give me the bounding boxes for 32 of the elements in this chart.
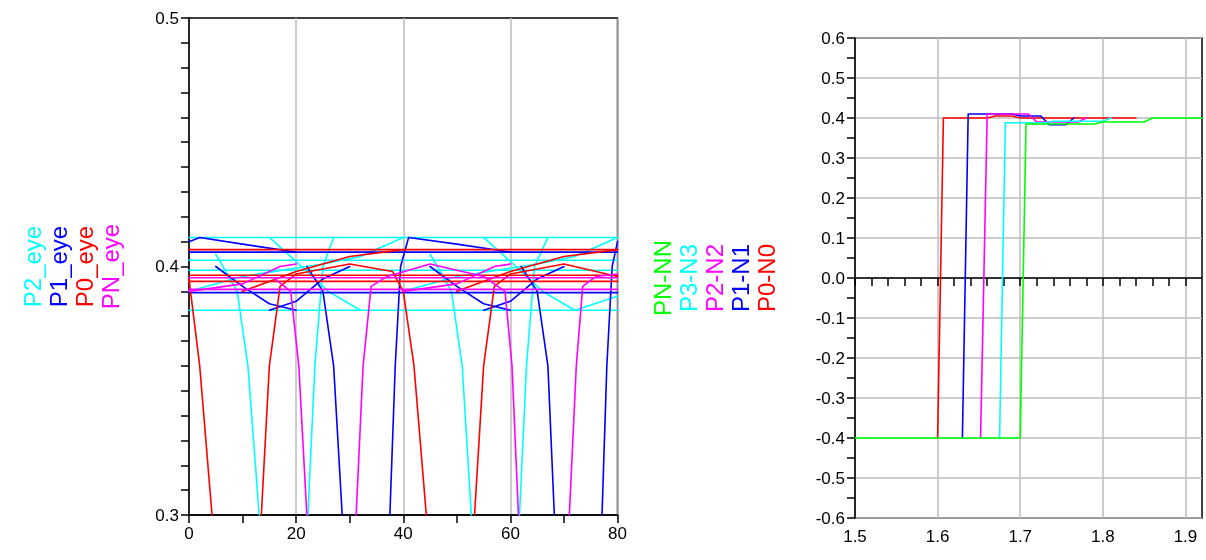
x-tick-label: 20 [286,524,306,543]
x-tick-label: 1.9 [1173,527,1198,546]
x-tick-label: 1.8 [1091,527,1115,546]
y-tick-label: 0.3 [821,148,845,168]
y-tick-label: -0.6 [815,508,845,528]
text: P0-N0 [752,243,780,313]
x-tick-label: 40 [393,524,413,543]
x-tick-label: 80 [608,524,628,543]
text: P1-N1 [726,243,754,313]
x-tick-label: 1.7 [1008,527,1033,546]
y-tick-label: -0.4 [815,428,845,448]
y-tick-label: -0.3 [815,388,845,408]
x-tick-label: 1.6 [925,527,950,546]
text: PN-NN [648,240,676,316]
y-tick-label: -0.1 [815,308,845,328]
x-tick-label: 60 [500,524,520,543]
text: P3-N3 [674,243,702,313]
text: P2-N2 [700,243,728,313]
x-tick-label: 0 [184,524,194,543]
y-tick-label: 0.5 [155,8,179,28]
y-tick-label: 0.2 [821,188,845,208]
y-tick-label: 0.6 [821,28,845,48]
y-tick-label: 0.4 [821,108,845,128]
y-tick-label: 0.4 [155,257,179,276]
y-tick-label: -0.5 [815,468,845,488]
x-tick-label: 1.5 [843,527,867,546]
y-tick-label: 0.1 [821,228,845,248]
y-tick-label: -0.2 [815,348,845,368]
y-tick-label: 0.3 [155,505,179,525]
y-tick-label: 0.0 [821,268,845,288]
text: P2_eye [18,225,46,308]
y-tick-label: 0.5 [821,68,845,88]
